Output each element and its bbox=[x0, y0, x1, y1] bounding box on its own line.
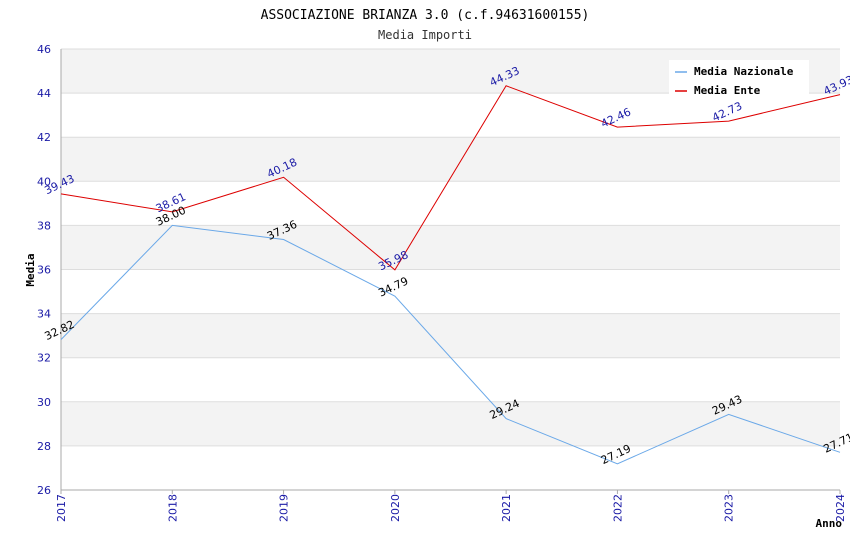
legend-label-media-nazionale: Media Nazionale bbox=[694, 65, 794, 78]
legend-label-media-ente: Media Ente bbox=[694, 84, 761, 97]
chart-title: ASSOCIAZIONE BRIANZA 3.0 (c.f.9463160015… bbox=[261, 8, 590, 23]
y-tick-labels: 26 28 30 32 34 36 38 40 42 44 46 bbox=[37, 43, 51, 497]
chart-subtitle: Media Importi bbox=[378, 28, 472, 42]
axes bbox=[60, 49, 841, 494]
y-tick-label: 30 bbox=[37, 396, 51, 409]
grid-band bbox=[61, 445, 840, 490]
grid-band bbox=[61, 313, 840, 358]
y-tick-label: 42 bbox=[37, 131, 51, 144]
x-tick-labels: 2017 2018 2019 2020 2021 2022 2023 2024 bbox=[55, 494, 847, 522]
grid-band bbox=[61, 269, 840, 314]
y-tick-label: 34 bbox=[37, 308, 51, 321]
y-tick-label: 38 bbox=[37, 219, 51, 232]
legend: Media Nazionale Media Ente bbox=[669, 60, 809, 97]
x-tick-label: 2017 bbox=[55, 494, 68, 522]
grid-band bbox=[61, 357, 840, 402]
y-tick-label: 32 bbox=[37, 352, 51, 365]
grid-band bbox=[61, 181, 840, 226]
legend-box bbox=[669, 60, 809, 96]
x-tick-label: 2023 bbox=[723, 494, 736, 522]
series-line-media-ente bbox=[60, 85, 841, 271]
grid-band bbox=[61, 225, 840, 270]
y-axis-label: Media bbox=[24, 253, 37, 286]
grid-bands bbox=[61, 49, 840, 490]
grid-band bbox=[61, 93, 840, 138]
x-tick-label: 2019 bbox=[278, 494, 291, 522]
x-tick-label: 2024 bbox=[834, 494, 847, 522]
x-tick-label: 2022 bbox=[611, 494, 624, 522]
y-tick-label: 26 bbox=[37, 484, 51, 497]
grid-band bbox=[61, 137, 840, 182]
y-tick-label: 46 bbox=[37, 43, 51, 56]
series-lines bbox=[60, 85, 841, 465]
y-tick-label: 36 bbox=[37, 264, 51, 277]
x-tick-label: 2018 bbox=[166, 494, 179, 522]
y-tick-label: 40 bbox=[37, 175, 51, 188]
y-tick-label: 44 bbox=[37, 87, 51, 100]
x-axis-label: Anno bbox=[816, 517, 843, 530]
y-tick-label: 28 bbox=[37, 440, 51, 453]
series-line-media-nazionale bbox=[60, 224, 841, 465]
grid-band bbox=[61, 401, 840, 446]
x-tick-label: 2021 bbox=[500, 494, 513, 522]
x-tick-label: 2020 bbox=[389, 494, 402, 522]
